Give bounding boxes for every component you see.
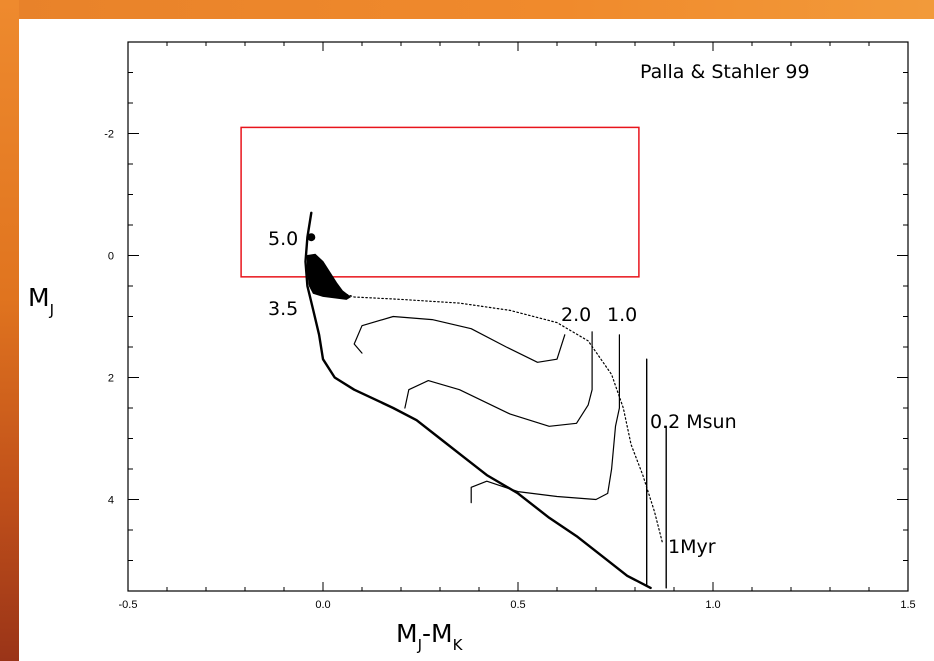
mass-label-0-2: 0.2 Msun xyxy=(650,411,737,433)
track-2.0-track xyxy=(353,315,566,363)
source-label: Palla & Stahler 99 xyxy=(640,61,810,83)
x-tick-label: 1.0 xyxy=(705,599,720,611)
track-0.5-track xyxy=(470,334,620,504)
x-tick-label: 0.0 xyxy=(315,599,330,611)
y-tick-label: 0 xyxy=(108,251,114,263)
plot-frame xyxy=(127,41,909,592)
x-tick-label: 0.5 xyxy=(510,599,525,611)
x-tick-label: 1.5 xyxy=(900,599,915,611)
y-tick-label: 2 xyxy=(108,373,114,385)
y-axis-title: MJ xyxy=(28,283,54,319)
mass-5-0-marker xyxy=(307,233,316,242)
y-tick-label: -2 xyxy=(104,129,114,141)
isochrone-label: 1Myr xyxy=(668,536,716,558)
main-sequence-track xyxy=(304,211,652,590)
x-axis-title: MJ-MK xyxy=(396,619,464,654)
tracks-layer xyxy=(240,126,667,590)
x-axis-title-sub1: J xyxy=(417,636,422,654)
y-axis-title-main: M xyxy=(28,283,50,312)
x-axis-title-main: M xyxy=(396,619,418,648)
isochrone-1myr-track xyxy=(310,254,663,543)
mass-label-1-0: 1.0 xyxy=(607,304,637,326)
mass-label-5-0: 5.0 xyxy=(268,228,298,250)
y-axis-title-sub: J xyxy=(49,301,54,319)
mass-label-2-0: 2.0 xyxy=(561,304,591,326)
slide-frame-left xyxy=(0,0,19,661)
track-1.0-track xyxy=(404,331,593,427)
x-axis-title-mid: -M xyxy=(422,619,453,648)
y-tick-label: 4 xyxy=(108,495,114,507)
highlight-box xyxy=(240,126,640,278)
slide-frame-top xyxy=(0,0,934,19)
x-tick-label: -0.5 xyxy=(119,599,138,611)
filled-region xyxy=(306,253,352,300)
x-axis-title-sub2: K xyxy=(453,636,464,654)
mass-label-3-5: 3.5 xyxy=(268,298,298,320)
